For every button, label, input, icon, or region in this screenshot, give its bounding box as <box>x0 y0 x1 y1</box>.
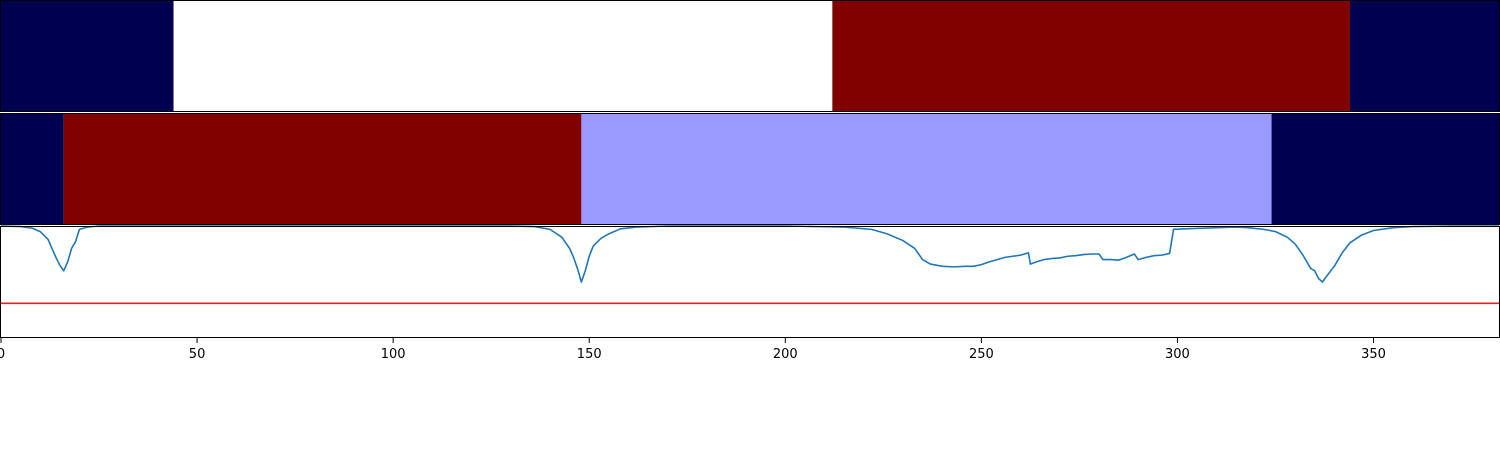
top-band-segment-2 <box>832 0 1350 112</box>
x-tick-label-5: 250 <box>969 347 994 362</box>
x-tick-label-7: 350 <box>1361 347 1386 362</box>
line-series-0 <box>0 225 1499 283</box>
middle-band-segment-0 <box>1 113 64 225</box>
x-tick-label-3: 150 <box>577 347 602 362</box>
x-tick-label-4: 200 <box>773 347 798 362</box>
x-tick-label-1: 50 <box>189 347 206 362</box>
x-tick-label-6: 300 <box>1165 347 1190 362</box>
middle-band-segment-3 <box>1271 113 1499 225</box>
middle-band-segment-2 <box>581 113 1272 225</box>
line-plot-panel <box>0 225 1500 338</box>
x-axis: 0 50 100 150 200 250 300 350 <box>0 338 1386 362</box>
top-band-segment-1 <box>173 0 833 112</box>
middle-color-band-panel <box>0 113 1500 225</box>
top-band-segment-0 <box>1 0 174 112</box>
middle-band-segment-1 <box>63 113 582 225</box>
top-band-segment-3 <box>1349 0 1499 112</box>
top-color-band-panel <box>0 0 1500 112</box>
x-tick-label-2: 100 <box>381 347 406 362</box>
x-tick-label-0: 0 <box>0 347 5 362</box>
